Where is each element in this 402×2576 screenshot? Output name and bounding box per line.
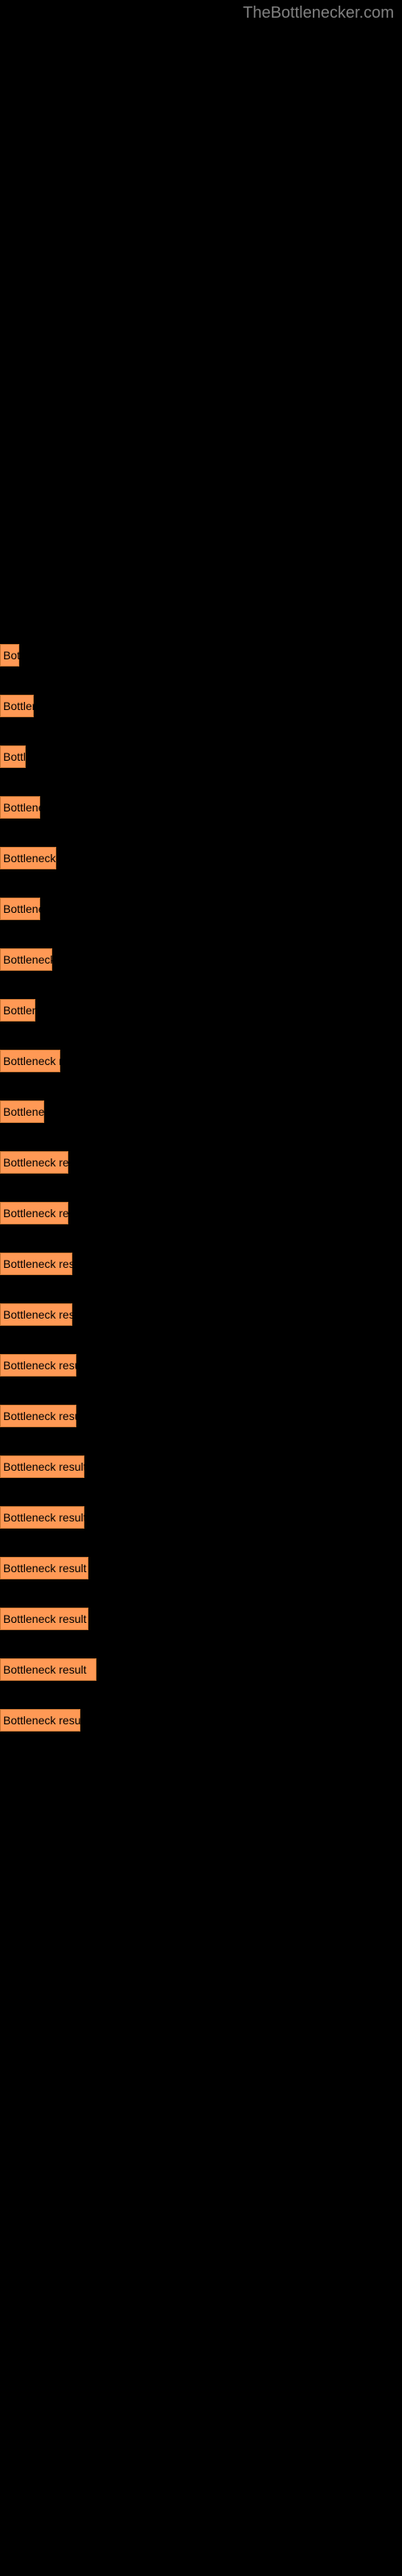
- bar-row: Bottleneck: [0, 898, 402, 920]
- bar-label: Bottleneck result: [3, 1714, 80, 1727]
- bar-row: Bottleneck result: [0, 1354, 402, 1377]
- bar-label: Bot: [3, 649, 19, 662]
- bar-row: Bottleneck result: [0, 1202, 402, 1224]
- bar-row: Bottlene: [0, 695, 402, 717]
- bar-label: Bottlene: [3, 1004, 35, 1017]
- bar-row: Bottleneck result: [0, 1405, 402, 1427]
- bar-row: Bottleneck re: [0, 847, 402, 869]
- bar-row: Bottleneck result: [0, 1253, 402, 1275]
- bar-label: Bottleneck: [3, 902, 40, 915]
- bar-row: Bottlene: [0, 999, 402, 1022]
- bar-row: Bottleneck result: [0, 1455, 402, 1478]
- bar-row: Bot: [0, 644, 402, 667]
- bar-row: Bottleneck result: [0, 1557, 402, 1579]
- bar-label: Bottleneck: [3, 1105, 44, 1118]
- watermark-text: TheBottlenecker.com: [243, 4, 394, 23]
- bar-label: Bottleneck r: [3, 953, 52, 966]
- bar-row: Bottleneck result: [0, 1658, 402, 1681]
- bar-label: Bottleneck result: [3, 1207, 68, 1220]
- bar-label: Bottleneck result: [3, 1308, 72, 1321]
- bar-label: Bottleneck result: [3, 1562, 87, 1575]
- bar-label: Bottleneck result: [3, 1156, 68, 1169]
- bar-row: Bottleneck res: [0, 1050, 402, 1072]
- bar-label: Bottleneck res: [3, 1055, 60, 1067]
- bar-row: Bottleneck r: [0, 948, 402, 971]
- bar-row: Bottleneck result: [0, 1608, 402, 1630]
- bar-row: Bottleneck result: [0, 1709, 402, 1732]
- bar-row: Bottl: [0, 745, 402, 768]
- bar-label: Bottleneck: [3, 801, 40, 814]
- bar-row: Bottleneck: [0, 1100, 402, 1123]
- bar-label: Bottl: [3, 750, 26, 763]
- bar-row: Bottleneck result: [0, 1303, 402, 1326]
- bar-label: Bottleneck result: [3, 1663, 87, 1676]
- bar-label: Bottleneck result: [3, 1257, 72, 1270]
- bar-label: Bottleneck result: [3, 1460, 84, 1473]
- bar-label: Bottlene: [3, 700, 34, 712]
- bar-row: Bottleneck result: [0, 1151, 402, 1174]
- bar-label: Bottleneck result: [3, 1359, 76, 1372]
- bar-row: Bottleneck result: [0, 1506, 402, 1529]
- bar-chart: Bot Bottlene Bottl Bottleneck Bottleneck re B…: [0, 0, 402, 1732]
- bar-row: Bottleneck: [0, 796, 402, 819]
- bar-label: Bottleneck re: [3, 852, 56, 865]
- bar-label: Bottleneck result: [3, 1612, 87, 1625]
- bar-label: Bottleneck result: [3, 1410, 76, 1422]
- bar-label: Bottleneck result: [3, 1511, 84, 1524]
